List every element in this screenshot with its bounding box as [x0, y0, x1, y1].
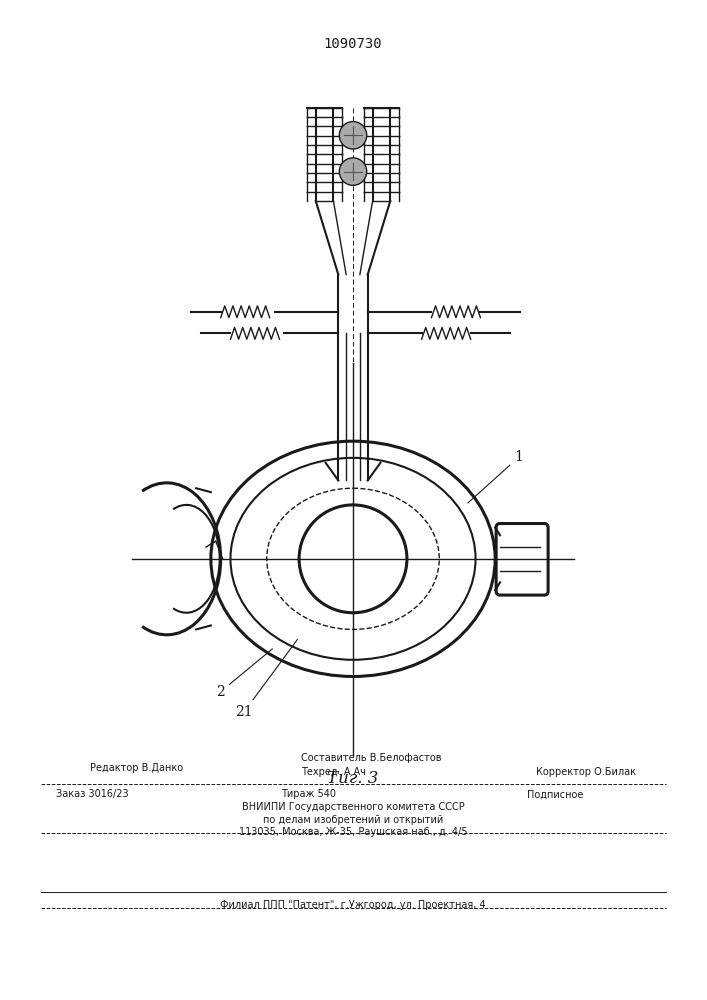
- Text: Тираж 540: Тираж 540: [281, 789, 337, 799]
- Text: 2: 2: [216, 649, 272, 699]
- Text: Редактор В.Данко: Редактор В.Данко: [90, 763, 183, 773]
- Text: Составитель В.Белофастов: Составитель В.Белофастов: [301, 753, 442, 763]
- Text: 113035, Москва, Ж-35, Раушская наб., д. 4/5: 113035, Москва, Ж-35, Раушская наб., д. …: [239, 827, 467, 837]
- Text: Техред  А.Ач: Техред А.Ач: [301, 767, 366, 777]
- Text: 1090730: 1090730: [324, 37, 382, 51]
- Circle shape: [339, 122, 367, 149]
- Circle shape: [339, 158, 367, 185]
- Text: Филиал ППП "Патент", г.Ужгород, ул. Проектная, 4: Филиал ППП "Патент", г.Ужгород, ул. Прое…: [220, 900, 486, 910]
- Text: по делам изобретений и открытий: по делам изобретений и открытий: [263, 815, 443, 825]
- Text: 21: 21: [235, 639, 298, 719]
- Text: Подписное: Подписное: [527, 789, 583, 799]
- Text: Корректор О.Билак: Корректор О.Билак: [537, 767, 636, 777]
- Text: ВНИИПИ Государственного комитета СССР: ВНИИПИ Государственного комитета СССР: [242, 802, 464, 812]
- Text: Τиг. 3: Τиг. 3: [327, 770, 379, 787]
- Text: Заказ 3016/23: Заказ 3016/23: [56, 789, 129, 799]
- Text: 1: 1: [468, 450, 524, 503]
